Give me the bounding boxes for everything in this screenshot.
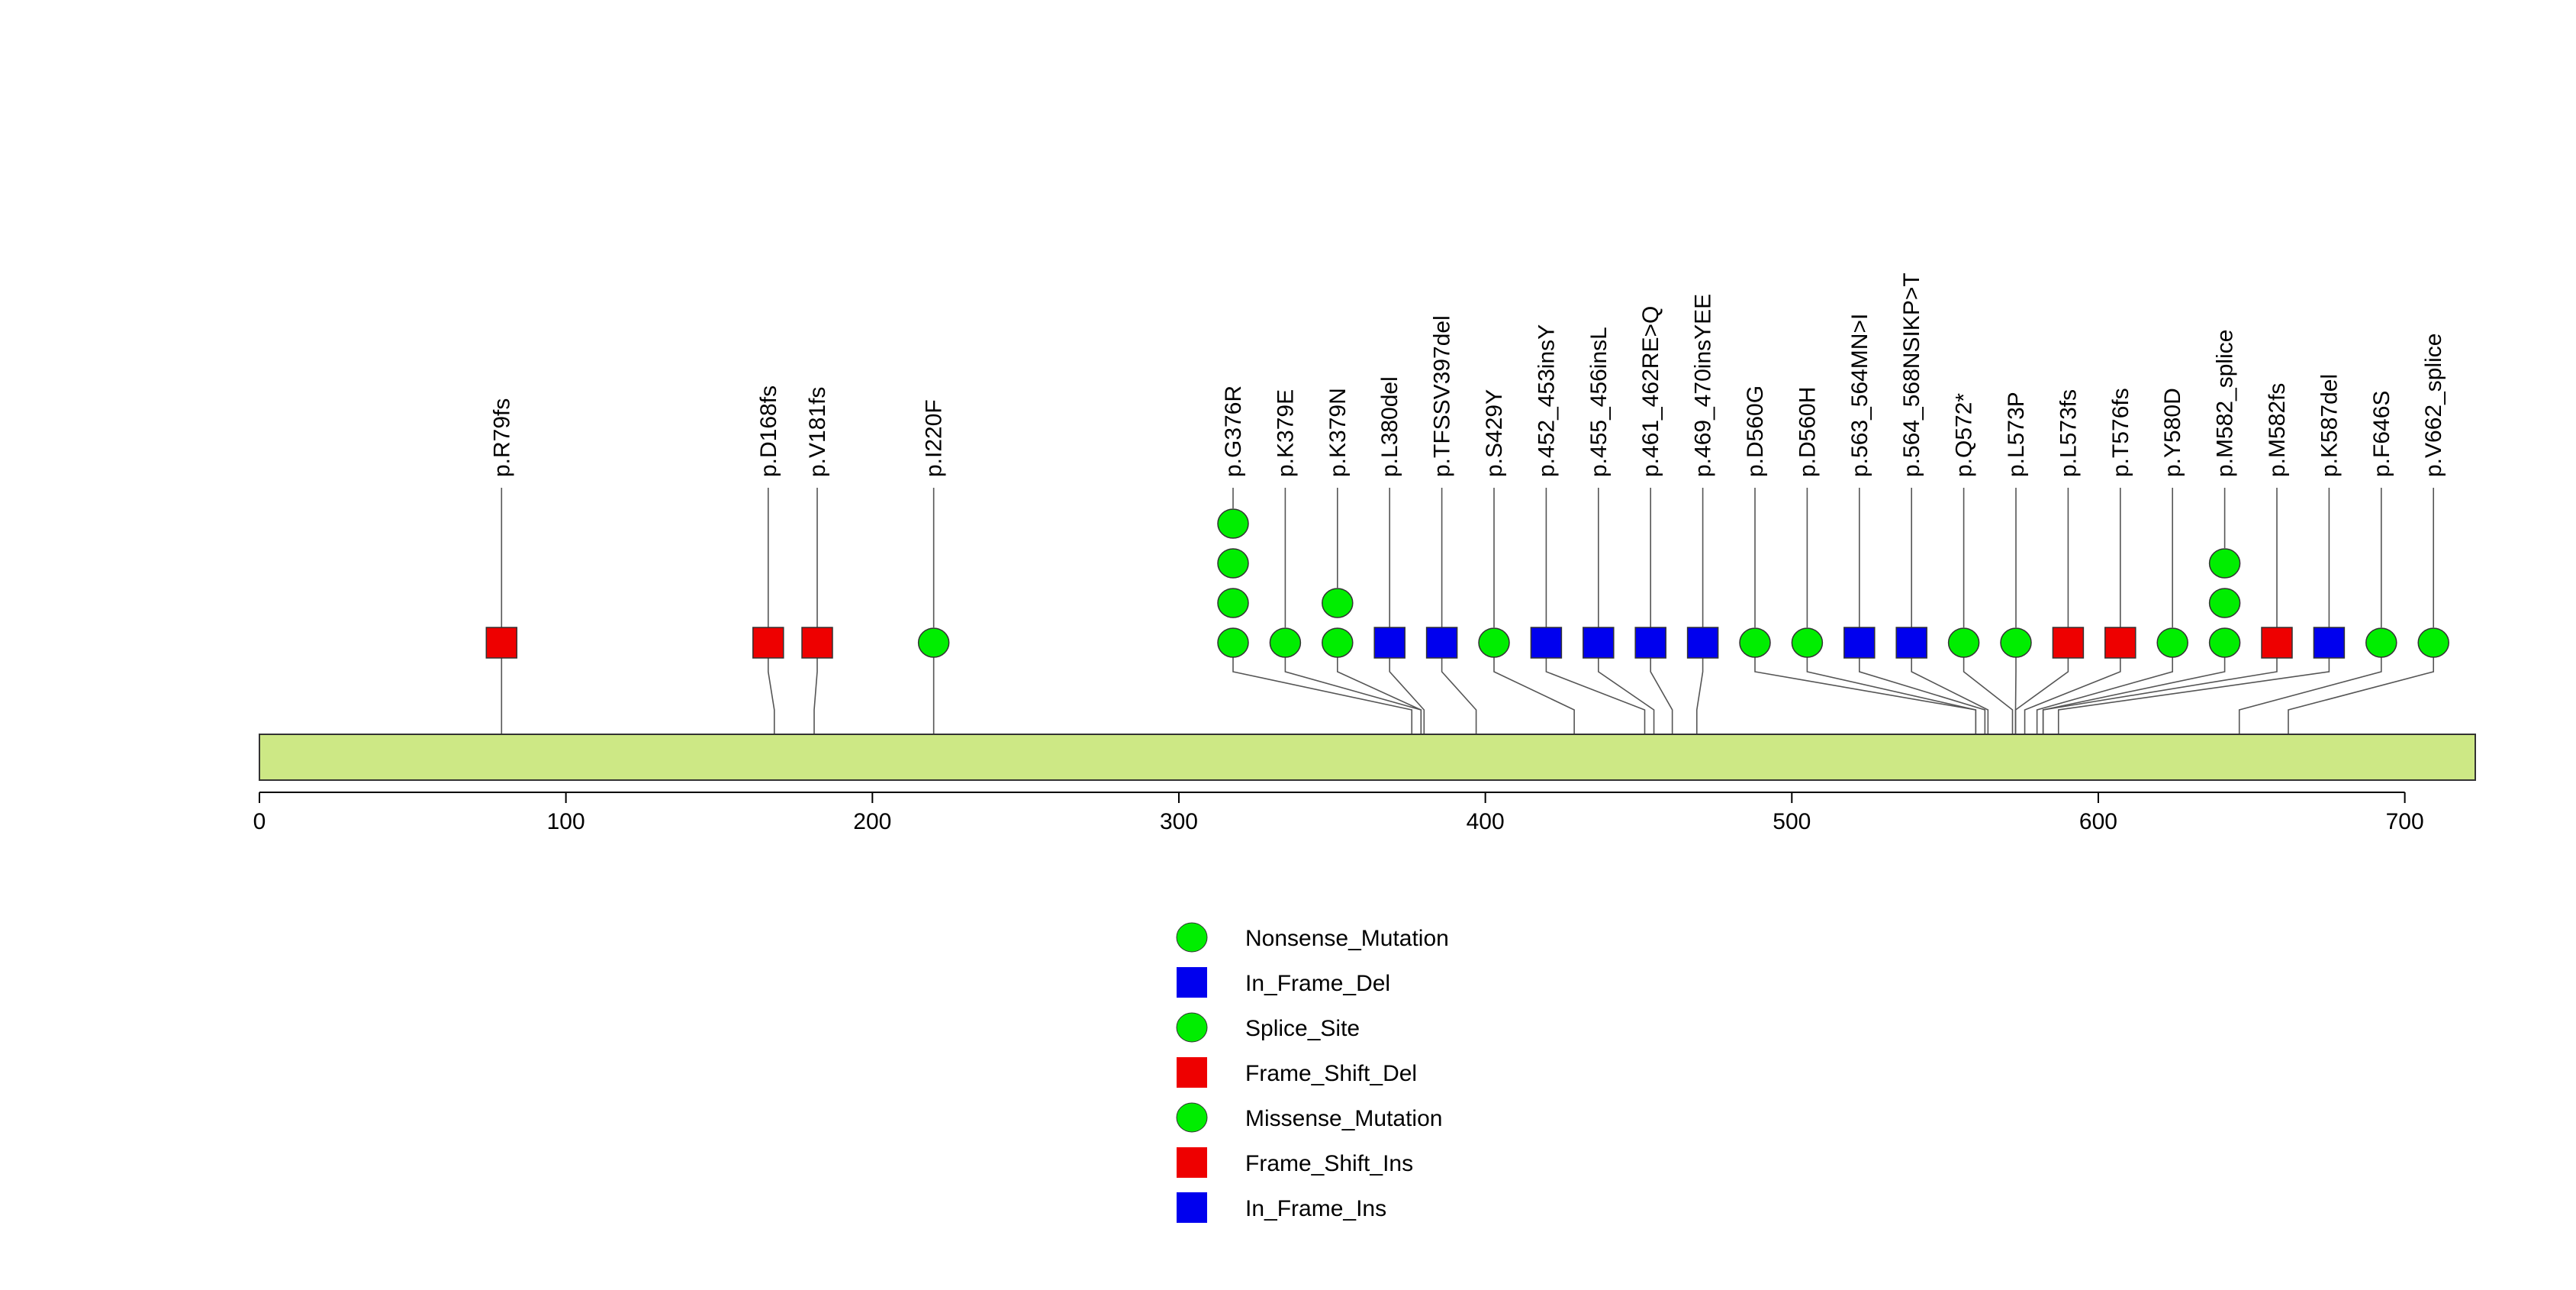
marker-p-k379n-1 <box>1322 588 1354 618</box>
mutation-label-p-v662-splice: p.V662_splice <box>2421 334 2446 477</box>
marker-p-g376r-2 <box>1217 548 1249 579</box>
mutation-label-p-455-456insl: p.455_456insL <box>1586 327 1612 477</box>
marker-p-k379n-0 <box>1322 627 1354 658</box>
marker-p-tfssv397del-0 <box>1425 627 1458 659</box>
legend-swatch-frame-shift-ins <box>1177 1147 1207 1178</box>
mutation-label-p-l380del: p.L380del <box>1377 376 1402 477</box>
x-tick-label-0: 0 <box>253 809 266 834</box>
mutation-label-p-469-470insyee: p.469_470insYEE <box>1691 294 1716 477</box>
mutation-label-p-m582fs: p.M582fs <box>2265 383 2290 477</box>
mutation-label-p-m582-splice: p.M582_splice <box>2213 330 2238 477</box>
legend-swatch-splice-site <box>1176 1012 1208 1043</box>
legend-label-in-frame-ins: In_Frame_Ins <box>1245 1196 1386 1221</box>
legend: Nonsense_Mutation In_Frame_Del Splice_Site… <box>1176 922 1449 1223</box>
marker-p-g376r-3 <box>1217 508 1249 539</box>
x-tick-label-600: 600 <box>2079 809 2117 834</box>
marker-p-m582-splice-0 <box>2208 627 2241 658</box>
legend-label-nonsense-mutation: Nonsense_Mutation <box>1245 926 1449 951</box>
legend-label-frame-shift-ins: Frame_Shift_Ins <box>1245 1151 1413 1176</box>
mutation-label-p-k379n: p.K379N <box>1325 388 1351 477</box>
marker-p-469-470insyee-0 <box>1686 627 1719 659</box>
legend-label-splice-site: Splice_Site <box>1245 1016 1360 1041</box>
mutation-label-p-g376r: p.G376R <box>1221 385 1246 477</box>
marker-p-v662-splice-0 <box>2417 627 2449 658</box>
mutation-label-p-i220f: p.I220F <box>922 399 947 477</box>
mutation-label-p-l573fs: p.L573fs <box>2056 389 2081 477</box>
mutation-label-p-452-453insy: p.452_453insY <box>1534 324 1559 477</box>
mutation-label-p-l573p: p.L573P <box>2004 392 2029 477</box>
protein-bar <box>259 734 2476 781</box>
marker-p-t576fs-0 <box>2104 627 2136 659</box>
marker-p-r79fs-0 <box>485 627 518 659</box>
mutation-label-p-v181fs: p.V181fs <box>805 387 830 477</box>
mutation-label-p-q572: p.Q572* <box>1952 393 1977 477</box>
x-tick-label-200: 200 <box>853 809 891 834</box>
legend-label-in-frame-del: In_Frame_Del <box>1245 971 1390 996</box>
marker-p-m582fs-0 <box>2261 627 2293 659</box>
mutation-label-p-461-462re-q: p.461_462RE>Q <box>1638 306 1663 477</box>
legend-label-frame-shift-del: Frame_Shift_Del <box>1245 1061 1417 1086</box>
marker-p-k587del-0 <box>2313 627 2346 659</box>
marker-p-s429y-0 <box>1478 627 1510 658</box>
mutation-label-p-d560h: p.D560H <box>1795 387 1820 477</box>
mutation-label-p-f646s: p.F646S <box>2369 391 2394 477</box>
mutation-label-p-564-568nsikp-t: p.564_568NSIKP>T <box>1899 273 1924 477</box>
legend-swatch-frame-shift-del <box>1177 1057 1207 1088</box>
mutation-label-p-y580d: p.Y580D <box>2160 388 2185 477</box>
mutation-label-p-t576fs: p.T576fs <box>2108 388 2133 477</box>
marker-p-563-564mn-i-0 <box>1843 627 1876 659</box>
marker-p-d560h-0 <box>1791 627 1824 658</box>
legend-swatch-missense-mutation <box>1176 1102 1208 1133</box>
marker-p-i220f-0 <box>917 627 950 658</box>
x-tick-label-300: 300 <box>1160 809 1198 834</box>
x-axis: 0 100 200 300 400 500 600 700 <box>253 792 2424 834</box>
legend-swatch-in-frame-del <box>1177 967 1207 998</box>
mutation-label-p-k587del: p.K587del <box>2317 374 2342 477</box>
mutation-label-p-k379e: p.K379E <box>1273 389 1298 477</box>
marker-p-m582-splice-1 <box>2208 588 2241 618</box>
legend-swatch-nonsense-mutation <box>1176 922 1208 953</box>
x-tick-label-400: 400 <box>1467 809 1505 834</box>
marker-p-455-456insl-0 <box>1583 627 1615 659</box>
mutation-labels: p.R79fs p.D168fs p.V181fs p.I220F p.G376R p.K… <box>489 273 2446 477</box>
marker-p-d168fs-0 <box>752 627 784 659</box>
marker-p-461-462re-q-0 <box>1634 627 1666 659</box>
mutation-label-p-s429y: p.S429Y <box>1482 389 1507 477</box>
protein-track <box>259 734 2476 781</box>
x-tick-label-100: 100 <box>547 809 585 834</box>
marker-p-564-568nsikp-t-0 <box>1895 627 1927 659</box>
marker-p-m582-splice-2 <box>2208 548 2241 579</box>
marker-p-g376r-1 <box>1217 588 1249 618</box>
marker-p-v181fs-0 <box>801 627 833 659</box>
marker-p-l573fs-0 <box>2052 627 2085 659</box>
mutation-label-p-d168fs: p.D168fs <box>756 385 781 477</box>
mutation-label-p-r79fs: p.R79fs <box>489 398 514 477</box>
x-tick-label-700: 700 <box>2386 809 2424 834</box>
marker-p-g376r-0 <box>1217 627 1249 658</box>
marker-p-q572-0 <box>1947 627 1980 658</box>
marker-p-452-453insy-0 <box>1530 627 1563 659</box>
marker-p-d560g-0 <box>1739 627 1771 658</box>
legend-label-missense-mutation: Missense_Mutation <box>1245 1106 1442 1131</box>
marker-p-f646s-0 <box>2365 627 2397 658</box>
mutation-label-p-tfssv397del: p.TFSSV397del <box>1430 315 1455 477</box>
mutation-markers <box>485 508 2449 659</box>
mutation-label-p-563-564mn-i: p.563_564MN>I <box>1847 314 1872 477</box>
marker-p-k379e-0 <box>1269 627 1302 658</box>
marker-p-l380del-0 <box>1373 627 1406 659</box>
legend-swatch-in-frame-ins <box>1177 1192 1207 1223</box>
marker-p-l573p-0 <box>2000 627 2032 658</box>
x-tick-label-500: 500 <box>1773 809 1811 834</box>
marker-p-y580d-0 <box>2156 627 2188 658</box>
mutation-label-p-d560g: p.D560G <box>1743 385 1768 477</box>
